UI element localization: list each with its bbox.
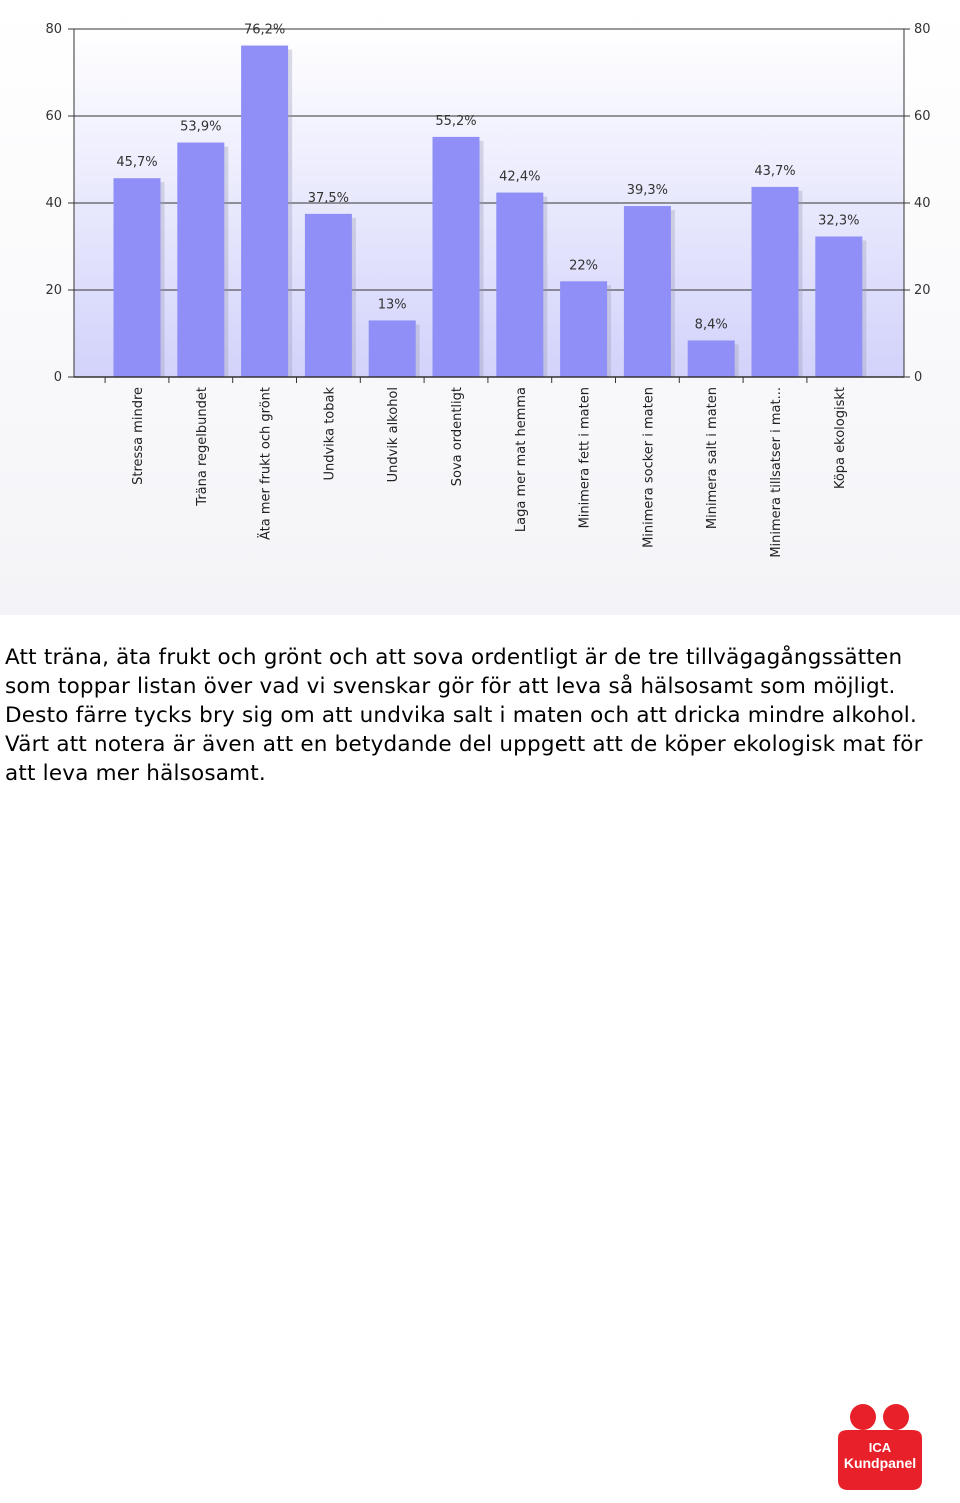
y-tick-label-right: 40 [914,196,931,211]
ica-kundpanel-logo: ICA Kundpanel [828,1402,928,1494]
y-tick-label-left: 20 [45,283,62,298]
bar [496,192,544,377]
x-category-label: Köpa ekologiskt [833,387,848,489]
x-category-label: Minimera socker i maten [641,387,656,548]
bar-value-label: 8,4% [695,317,728,332]
chart-canvas: 0 0 20 20 40 40 60 60 80 80 45,7% Stressa mindre 53,… [0,0,960,615]
y-tick-label-right: 80 [914,22,931,37]
bar-value-label: 55,2% [435,114,476,129]
bar [177,142,225,377]
bar [560,281,608,377]
x-category-label: Stressa mindre [131,387,146,485]
bar-value-label: 53,9% [180,120,221,135]
bar-value-label: 42,4% [499,170,540,185]
bar-value-label: 45,7% [116,155,157,170]
x-category-label: Minimera salt i maten [705,387,720,529]
bar-value-label: 13% [378,297,407,312]
y-tick-label-left: 0 [54,370,62,385]
y-tick-label-right: 0 [914,370,922,385]
bar [687,340,735,377]
x-category-label: Träna regelbundet [195,387,210,507]
x-category-label: Minimera fett i maten [578,387,593,528]
logo-text-kundpanel: Kundpanel [844,1455,916,1471]
bar [751,186,799,377]
bar-chart: 0 0 20 20 40 40 60 60 80 80 45,7% Stressa mindre 53,… [0,0,960,615]
bar [304,213,352,377]
logo-text-ica: ICA [869,1440,892,1455]
bar [623,206,671,377]
bar [113,178,161,377]
x-category-label: Sova ordentligt [450,387,465,486]
bar-value-label: 76,2% [244,23,285,38]
bar [432,136,480,377]
bar-value-label: 43,7% [754,164,795,179]
x-category-label: Undvik alkohol [386,387,401,482]
y-tick-label-left: 80 [45,22,62,37]
y-tick-label-right: 20 [914,283,931,298]
x-category-label: Äta mer frukt och grönt [258,387,274,540]
bar [241,45,289,377]
bar [815,236,863,377]
x-category-label: Minimera tillsatser i mat... [769,387,784,558]
bar-value-label: 22% [569,258,598,273]
y-tick-label-left: 60 [45,109,62,124]
y-tick-label-left: 40 [45,196,62,211]
bar-value-label: 32,3% [818,213,859,228]
bar-value-label: 37,5% [308,191,349,206]
bar [368,320,416,377]
caption-paragraph: Att träna, äta frukt och grönt och att s… [5,645,923,786]
y-tick-label-right: 60 [914,109,931,124]
logo-icon: ICA Kundpanel [838,1404,922,1490]
x-category-label: Laga mer mat hemma [514,387,529,532]
bar-value-label: 39,3% [627,183,668,198]
x-category-label: Undvika tobak [322,387,337,481]
